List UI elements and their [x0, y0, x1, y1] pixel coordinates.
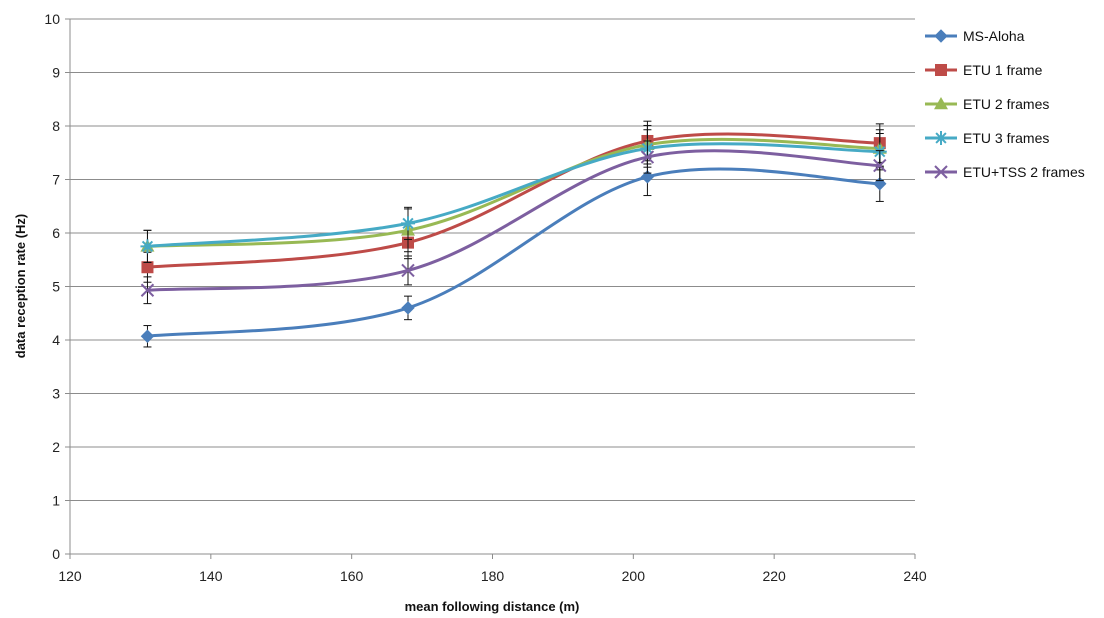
data-point: [401, 216, 415, 231]
x-tick-label: 120: [58, 568, 82, 584]
series-line: [147, 167, 880, 338]
grid-lines: [70, 18, 915, 501]
x-tick-label: 220: [762, 568, 786, 584]
legend-entry-3: ETU 2 frames: [925, 96, 1049, 112]
y-tick-label: 1: [52, 493, 60, 509]
y-tick-label: 10: [44, 11, 60, 27]
legend-marker: [934, 131, 948, 145]
x-tick-label: 180: [481, 568, 505, 584]
marker-stroke: [934, 165, 948, 179]
data-point: [141, 261, 154, 274]
legend-label: ETU 1 frame: [963, 62, 1043, 78]
legend-label: ETU 2 frames: [963, 96, 1049, 112]
x-tick-label: 140: [199, 568, 223, 584]
x-tick-labels: 120 140 160 180 200 220 240: [58, 568, 927, 584]
series-layer: [140, 120, 887, 348]
x-tick-label: 200: [622, 568, 646, 584]
axes: [65, 18, 916, 559]
data-point: [401, 263, 415, 278]
legend-label: ETU 3 frames: [963, 130, 1049, 146]
x-axis-title: mean following distance (m): [405, 599, 580, 614]
marker-stroke: [640, 150, 655, 164]
y-tick-label: 2: [52, 439, 60, 455]
marker-stroke: [873, 158, 887, 173]
y-tick-label: 6: [52, 225, 60, 241]
legend: MS-Aloha ETU 1 frame ETU 2 frames ETU 3 fra…: [925, 28, 1085, 180]
y-tick-labels: 0 1 2 3 4 5 6 7 8 9 10: [44, 11, 60, 562]
legend-label: MS-Aloha: [963, 28, 1025, 44]
marker-stroke: [401, 263, 415, 278]
data-point: [640, 170, 655, 184]
y-tick-label: 3: [52, 386, 60, 402]
series-5: [140, 140, 887, 305]
legend-entry-4: ETU 3 frames: [925, 130, 1049, 146]
legend-entry-1: MS-Aloha: [925, 28, 1025, 44]
y-tick-label: 8: [52, 118, 60, 134]
marker-stroke: [140, 283, 155, 297]
legend-marker: [934, 29, 948, 43]
data-point: [140, 329, 155, 343]
legend-marker: [934, 97, 948, 110]
y-tick-label: 9: [52, 65, 60, 81]
legend-entry-5: ETU+TSS 2 frames: [925, 164, 1085, 180]
y-tick-label: 5: [52, 279, 60, 295]
x-tick-label: 160: [340, 568, 364, 584]
data-point: [873, 158, 887, 173]
legend-marker: [935, 64, 947, 76]
series-line: [147, 149, 880, 292]
legend-entry-2: ETU 1 frame: [925, 62, 1043, 78]
series-line: [147, 132, 880, 269]
series-line: [147, 137, 880, 248]
y-tick-label: 0: [52, 546, 60, 562]
data-point: [640, 150, 655, 164]
legend-label: ETU+TSS 2 frames: [963, 164, 1085, 180]
y-axis-title: data reception rate (Hz): [13, 214, 28, 358]
y-tick-label: 4: [52, 332, 60, 348]
x-tick-label: 240: [903, 568, 927, 584]
series-line: [147, 142, 880, 248]
series-4: [140, 129, 887, 263]
y-tick-label: 7: [52, 172, 60, 188]
data-point: [140, 239, 155, 254]
data-point: [140, 283, 155, 297]
data-point: [401, 301, 415, 315]
legend-marker: [934, 165, 948, 179]
series-1: [140, 157, 887, 348]
